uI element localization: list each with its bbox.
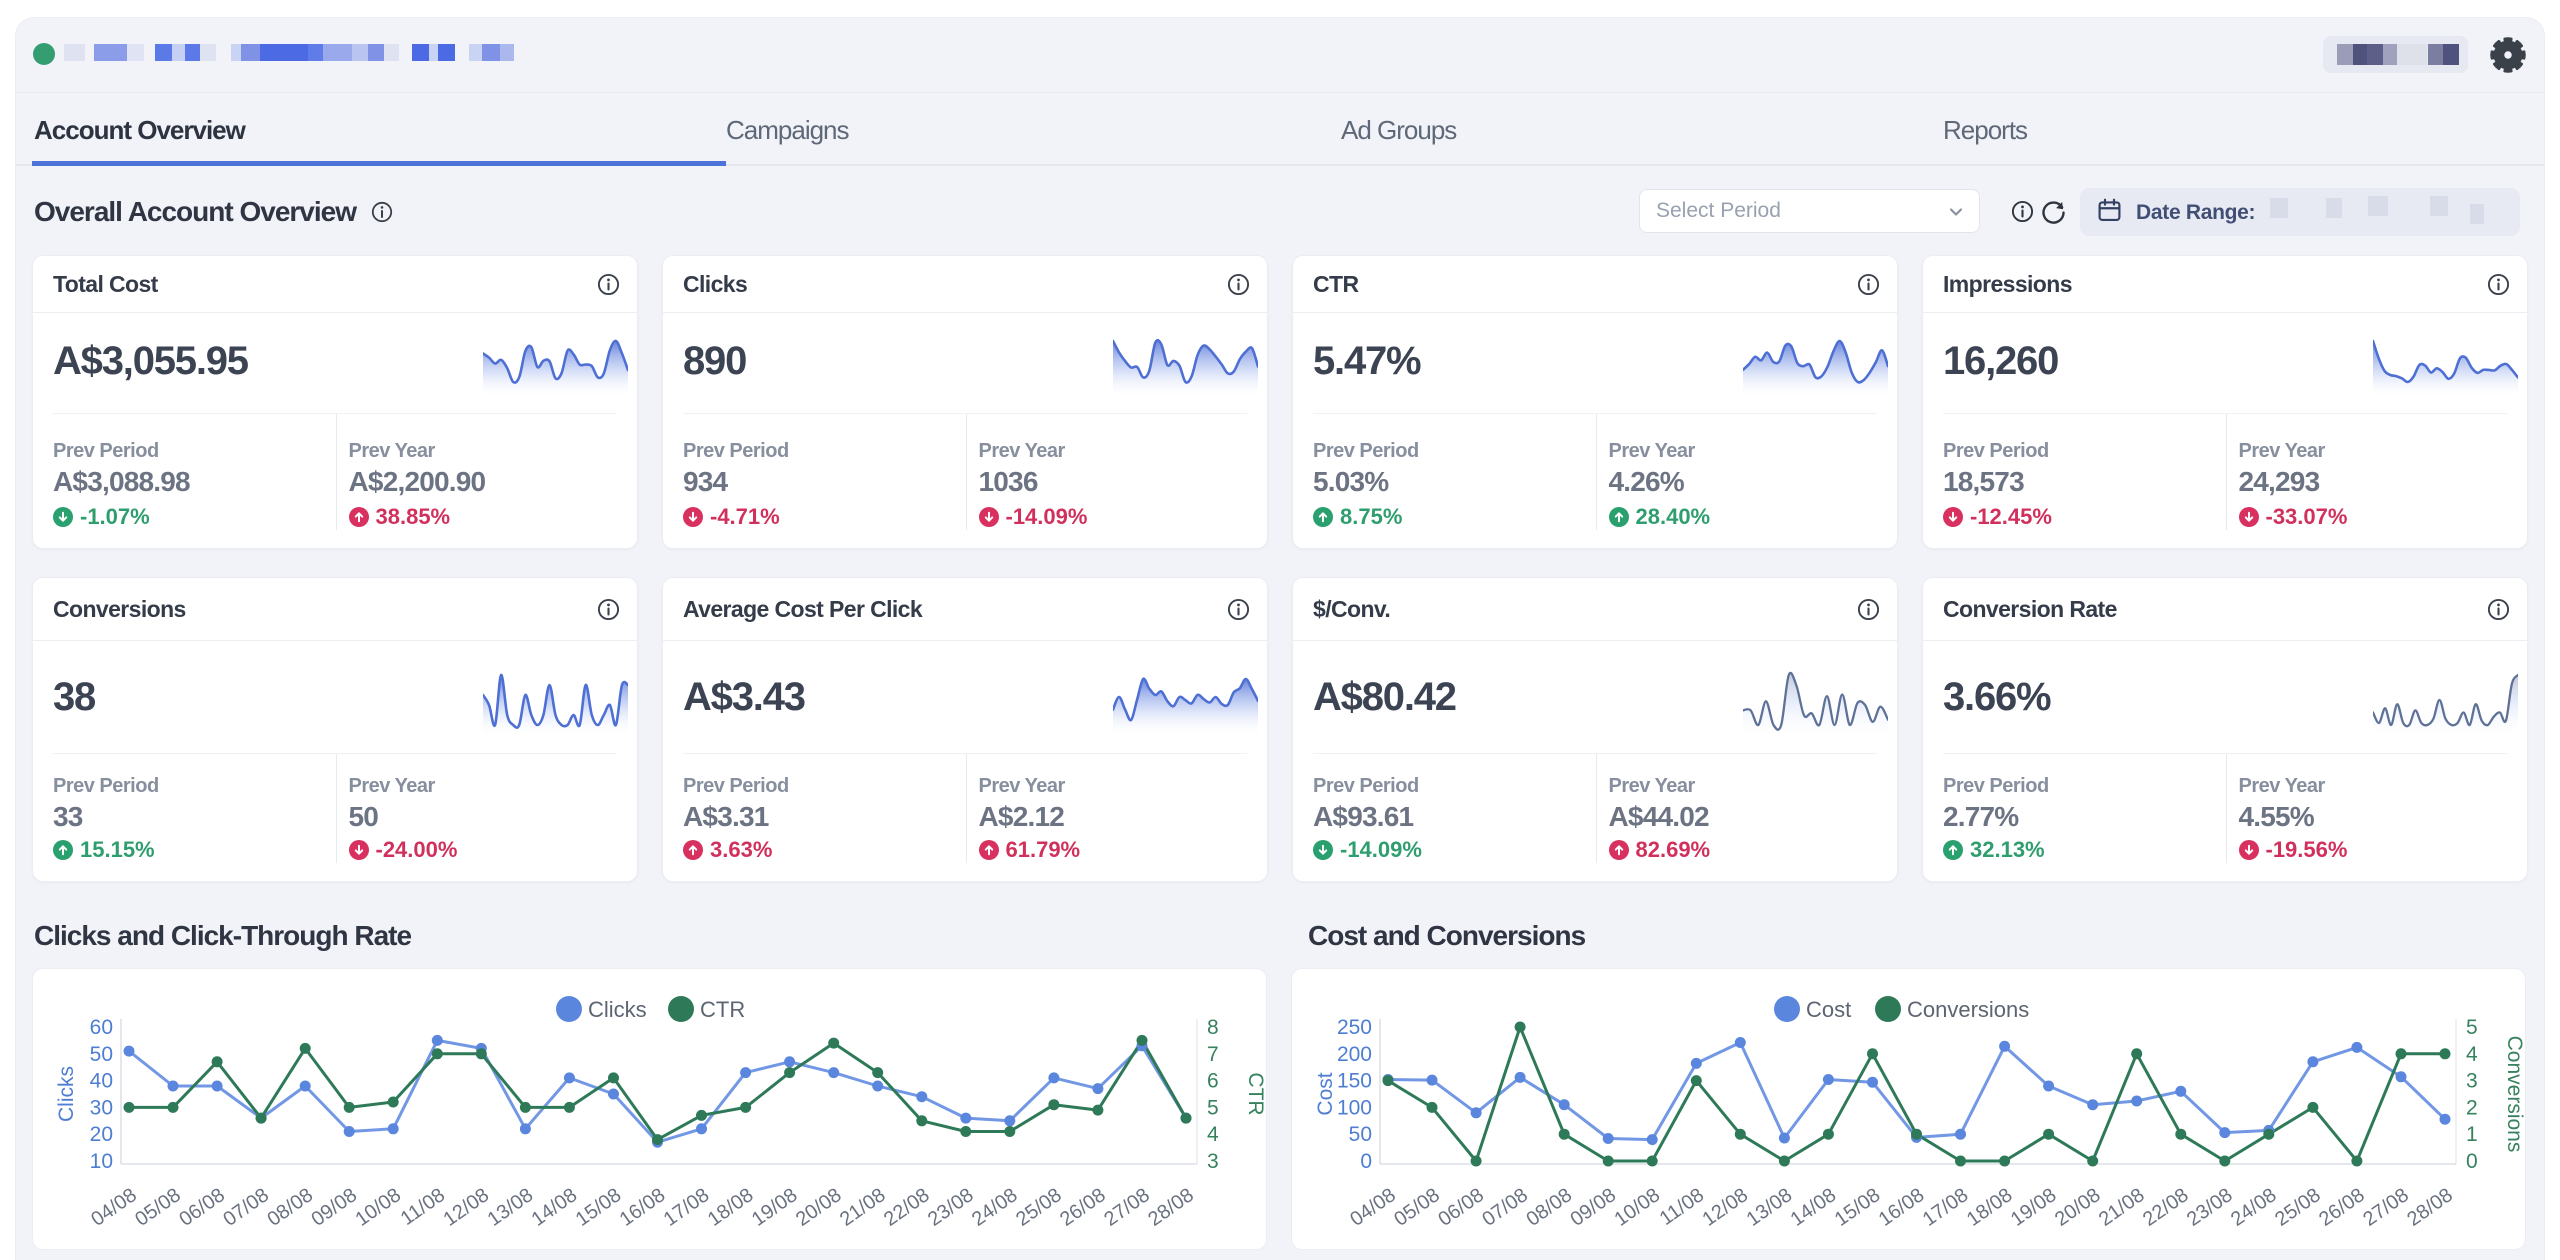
svg-text:27/08: 27/08 — [1100, 1184, 1154, 1231]
svg-text:13/08: 13/08 — [1743, 1184, 1797, 1231]
svg-text:24/08: 24/08 — [2227, 1184, 2281, 1231]
svg-text:7: 7 — [1207, 1043, 1219, 1066]
svg-text:10: 10 — [90, 1150, 113, 1173]
svg-text:24/08: 24/08 — [968, 1184, 1022, 1231]
svg-text:4: 4 — [2466, 1043, 2478, 1066]
svg-text:13/08: 13/08 — [484, 1184, 538, 1231]
svg-text:26/08: 26/08 — [2315, 1184, 2369, 1231]
svg-text:Conversions: Conversions — [1907, 997, 2029, 1022]
svg-text:0: 0 — [1360, 1150, 1372, 1173]
svg-text:10/08: 10/08 — [351, 1184, 405, 1231]
svg-text:18/08: 18/08 — [1963, 1184, 2017, 1231]
svg-text:11/08: 11/08 — [397, 1184, 449, 1230]
svg-text:16/08: 16/08 — [616, 1184, 670, 1231]
svg-text:4: 4 — [1207, 1123, 1219, 1146]
svg-text:04/08: 04/08 — [1346, 1184, 1400, 1231]
svg-text:25/08: 25/08 — [2271, 1184, 2325, 1231]
svg-text:15/08: 15/08 — [572, 1184, 626, 1231]
svg-text:14/08: 14/08 — [1787, 1184, 1841, 1231]
svg-text:07/08: 07/08 — [219, 1184, 273, 1231]
svg-text:21/08: 21/08 — [836, 1184, 890, 1231]
svg-text:21/08: 21/08 — [2095, 1184, 2149, 1231]
svg-text:CTR: CTR — [700, 997, 745, 1022]
svg-text:25/08: 25/08 — [1012, 1184, 1066, 1231]
svg-text:28/08: 28/08 — [2403, 1184, 2457, 1231]
svg-text:04/08: 04/08 — [87, 1184, 141, 1231]
svg-text:06/08: 06/08 — [1434, 1184, 1488, 1231]
svg-text:23/08: 23/08 — [2183, 1184, 2237, 1231]
svg-text:28/08: 28/08 — [1144, 1184, 1198, 1231]
svg-text:22/08: 22/08 — [880, 1184, 934, 1231]
svg-text:07/08: 07/08 — [1478, 1184, 1532, 1231]
svg-text:200: 200 — [1337, 1043, 1372, 1066]
svg-text:19/08: 19/08 — [2007, 1184, 2061, 1231]
svg-text:30: 30 — [90, 1096, 113, 1119]
svg-text:250: 250 — [1337, 1016, 1372, 1039]
svg-text:08/08: 08/08 — [1522, 1184, 1576, 1231]
svg-text:CTR: CTR — [1244, 1072, 1267, 1115]
svg-text:5: 5 — [1207, 1096, 1219, 1119]
svg-text:60: 60 — [90, 1016, 113, 1039]
svg-text:17/08: 17/08 — [1919, 1184, 1973, 1231]
svg-text:150: 150 — [1337, 1070, 1372, 1093]
svg-text:05/08: 05/08 — [1390, 1184, 1444, 1231]
svg-text:2: 2 — [2466, 1096, 2478, 1119]
svg-text:Clicks: Clicks — [588, 997, 647, 1022]
svg-text:100: 100 — [1337, 1096, 1372, 1119]
svg-text:3: 3 — [2466, 1070, 2478, 1093]
svg-text:Cost: Cost — [1806, 997, 1851, 1022]
svg-text:3: 3 — [1207, 1150, 1219, 1173]
svg-text:Cost: Cost — [1314, 1072, 1337, 1115]
svg-text:10/08: 10/08 — [1610, 1184, 1664, 1231]
svg-text:6: 6 — [1207, 1070, 1219, 1093]
svg-text:20: 20 — [90, 1123, 113, 1146]
svg-text:16/08: 16/08 — [1875, 1184, 1929, 1231]
svg-text:09/08: 09/08 — [307, 1184, 361, 1231]
svg-text:11/08: 11/08 — [1656, 1184, 1708, 1230]
svg-text:20/08: 20/08 — [2051, 1184, 2105, 1231]
svg-text:06/08: 06/08 — [175, 1184, 229, 1231]
svg-text:5: 5 — [2466, 1016, 2478, 1039]
svg-text:15/08: 15/08 — [1831, 1184, 1885, 1231]
svg-text:1: 1 — [2466, 1123, 2478, 1146]
svg-text:09/08: 09/08 — [1566, 1184, 1620, 1231]
svg-text:14/08: 14/08 — [528, 1184, 582, 1231]
svg-text:20/08: 20/08 — [792, 1184, 846, 1231]
svg-text:12/08: 12/08 — [1699, 1184, 1753, 1231]
svg-text:05/08: 05/08 — [131, 1184, 185, 1231]
svg-text:27/08: 27/08 — [2359, 1184, 2413, 1231]
svg-text:08/08: 08/08 — [263, 1184, 317, 1231]
svg-text:17/08: 17/08 — [660, 1184, 714, 1231]
svg-text:50: 50 — [90, 1043, 113, 1066]
svg-text:8: 8 — [1207, 1016, 1219, 1039]
svg-text:12/08: 12/08 — [440, 1184, 494, 1231]
svg-text:Clicks: Clicks — [55, 1066, 78, 1122]
svg-text:19/08: 19/08 — [748, 1184, 802, 1231]
svg-text:22/08: 22/08 — [2139, 1184, 2193, 1231]
svg-text:26/08: 26/08 — [1056, 1184, 1110, 1231]
svg-text:23/08: 23/08 — [924, 1184, 978, 1231]
svg-text:50: 50 — [1349, 1123, 1372, 1146]
svg-text:Conversions: Conversions — [2503, 1036, 2526, 1153]
svg-text:0: 0 — [2466, 1150, 2478, 1173]
svg-text:18/08: 18/08 — [704, 1184, 758, 1231]
svg-text:40: 40 — [90, 1070, 113, 1093]
